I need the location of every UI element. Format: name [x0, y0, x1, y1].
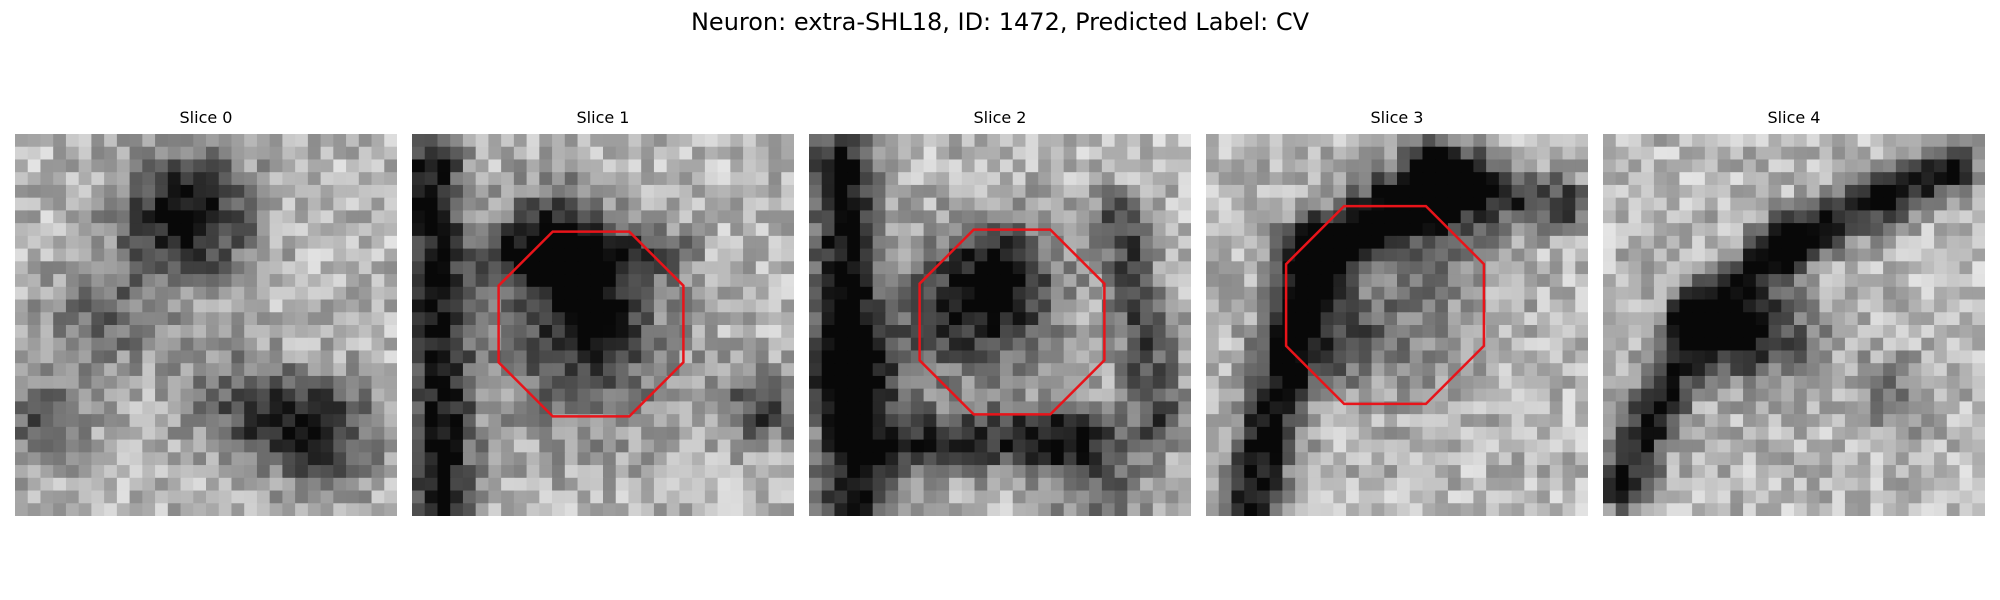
detection-outline	[918, 228, 1106, 416]
slice-image	[412, 134, 794, 516]
slice-panel-1: Slice 1	[412, 108, 794, 516]
slice-panel-2: Slice 2	[809, 108, 1191, 516]
slice-image	[15, 134, 397, 516]
slice-image	[809, 134, 1191, 516]
figure-title: Neuron: extra-SHL18, ID: 1472, Predicted…	[690, 8, 1310, 36]
slice-title: Slice 2	[973, 108, 1027, 127]
slice-title: Slice 4	[1767, 108, 1821, 127]
detection-outline	[497, 230, 685, 418]
slice-title: Slice 0	[179, 108, 233, 127]
slice-image	[1603, 134, 1985, 516]
slice-panel-0: Slice 0	[15, 108, 397, 516]
detection-outline	[1284, 204, 1486, 406]
slice-panel-4: Slice 4	[1603, 108, 1985, 516]
slice-title: Slice 3	[1370, 108, 1424, 127]
slice-image	[1206, 134, 1588, 516]
slice-panel-3: Slice 3	[1206, 108, 1588, 516]
slice-title: Slice 1	[576, 108, 630, 127]
